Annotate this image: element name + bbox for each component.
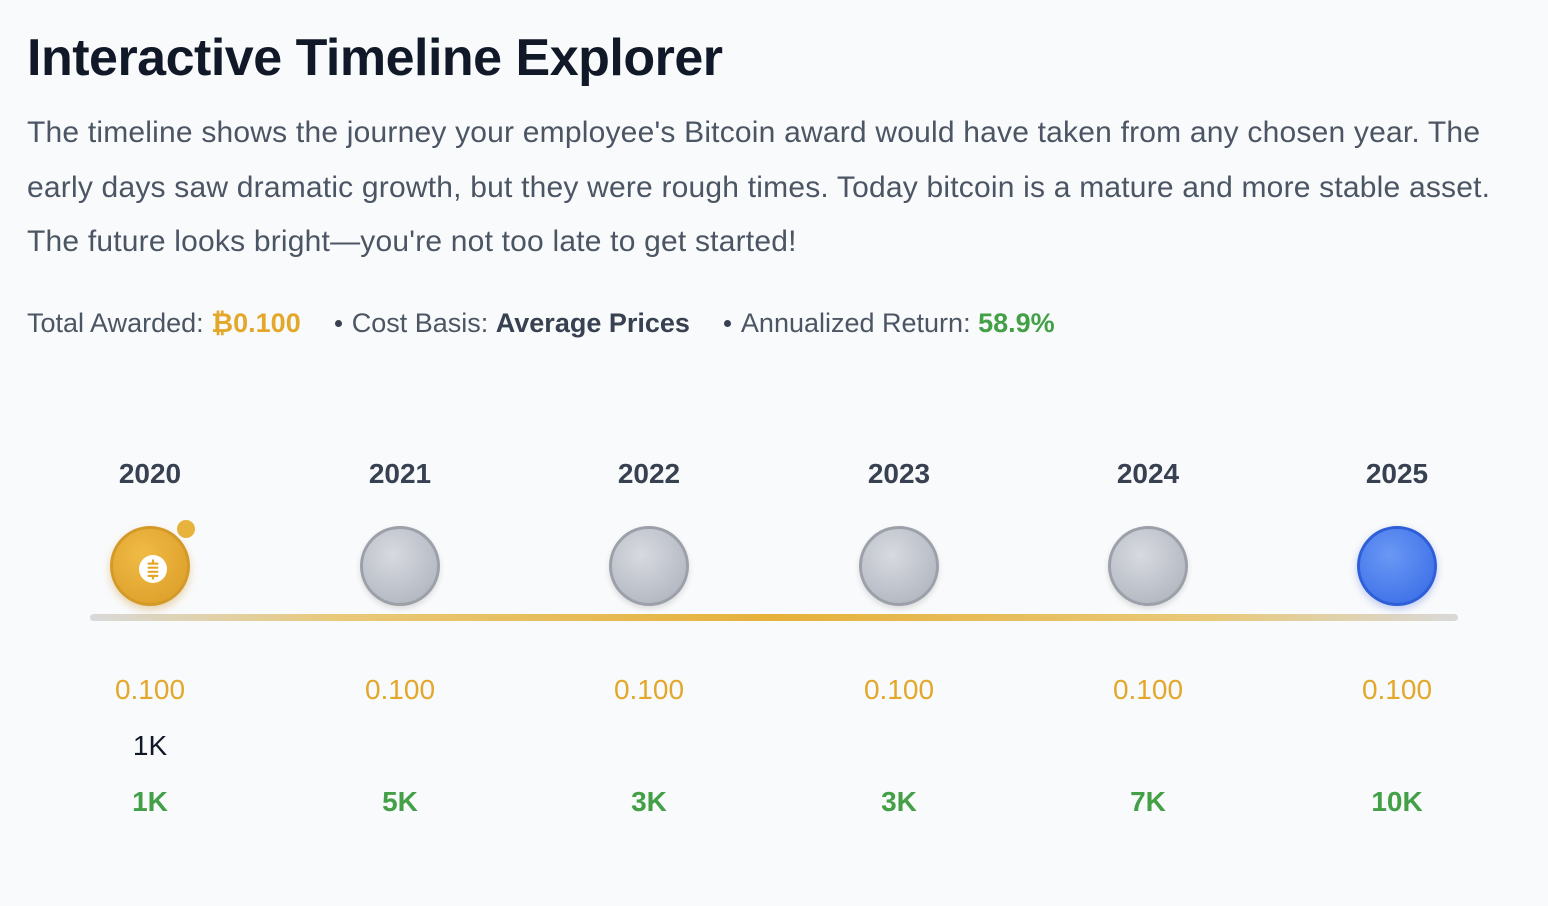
total-awarded-label: Total Awarded: — [27, 307, 204, 338]
btc-amount: 0.100 — [364, 674, 436, 705]
btc-amount: 0.100 — [1361, 674, 1433, 705]
annualized-return-stat: Annualized Return: 58.9% — [723, 307, 1055, 339]
year-label: 2022 — [617, 458, 681, 489]
annualized-return-label: Annualized Return: — [740, 307, 971, 338]
page-title: Interactive Timeline Explorer — [27, 29, 723, 87]
btc-amount: 0.100 — [613, 674, 685, 705]
cost-basis-stat: Cost Basis: Average Prices — [334, 307, 690, 339]
bitcoin-coin-icon — [139, 555, 167, 583]
value-amount: 3K — [631, 786, 667, 817]
intro-paragraph: The timeline shows the journey your empl… — [27, 116, 1491, 258]
btc-amount: 0.100 — [863, 674, 935, 705]
cost-basis-amount: 1K — [132, 730, 168, 761]
year-node[interactable] — [859, 526, 939, 606]
year-node-selected[interactable] — [110, 526, 190, 606]
bullet-icon — [723, 319, 731, 327]
btc-amount: 0.100 — [114, 674, 186, 705]
year-label: 2025 — [1365, 458, 1429, 489]
year-label: 2020 — [118, 458, 182, 489]
stats-bar: Total Awarded: ₿0.100 Cost Basis: Averag… — [27, 304, 1055, 342]
selected-indicator-dot — [175, 518, 197, 540]
value-amount: 10K — [1371, 786, 1423, 817]
year-label: 2023 — [867, 458, 931, 489]
value-amount: 1K — [132, 786, 168, 817]
total-awarded-stat: Total Awarded: ₿0.100 — [27, 308, 301, 339]
total-awarded-value: ₿0.100 — [211, 307, 301, 338]
timeline-track — [90, 614, 1458, 621]
value-amount: 5K — [382, 786, 418, 817]
cost-basis-label: Cost Basis: — [351, 307, 489, 338]
year-node[interactable] — [1108, 526, 1188, 606]
value-amount: 3K — [881, 786, 917, 817]
annualized-return-value: 58.9% — [978, 307, 1055, 338]
year-label: 2024 — [1116, 458, 1180, 489]
value-amount: 7K — [1130, 786, 1166, 817]
year-node-current[interactable] — [1357, 526, 1437, 606]
bullet-icon — [334, 319, 342, 327]
year-node[interactable] — [360, 526, 440, 606]
year-node[interactable] — [609, 526, 689, 606]
cost-basis-value: Average Prices — [495, 307, 690, 338]
btc-amount: 0.100 — [1112, 674, 1184, 705]
year-label: 2021 — [368, 458, 432, 489]
